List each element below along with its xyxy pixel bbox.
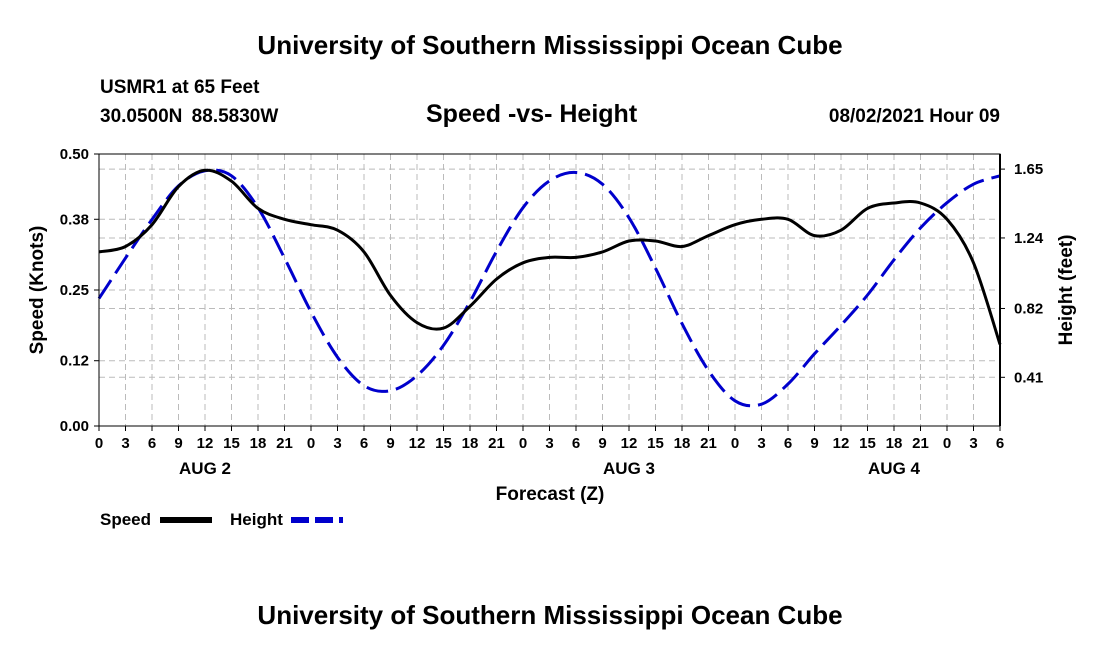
x-tick-label: 18 bbox=[250, 435, 267, 452]
grid bbox=[99, 154, 1000, 426]
series-layer bbox=[97, 168, 1002, 408]
x-tick-label: 0 bbox=[307, 435, 315, 452]
y2-tick-label: 1.24 bbox=[1014, 230, 1044, 247]
legend: Speed Height bbox=[100, 510, 343, 529]
y-tick-label: 0.50 bbox=[60, 146, 89, 163]
day-label: AUG 4 bbox=[868, 459, 921, 478]
y2-tick-label: 1.65 bbox=[1014, 161, 1043, 178]
y-axis-label: Speed (Knots) bbox=[27, 226, 48, 355]
footer-title: University of Southern Mississippi Ocean… bbox=[257, 600, 843, 630]
x-tick-label: 15 bbox=[223, 435, 240, 452]
y2-axis-label: Height (feet) bbox=[1056, 235, 1077, 346]
height-series-line bbox=[97, 168, 1001, 408]
station-label: USMR1 at 65 Feet bbox=[100, 77, 260, 98]
chart-title: Speed -vs- Height bbox=[426, 100, 638, 128]
y-tick-label: 0.12 bbox=[60, 353, 89, 370]
x-tick-label: 12 bbox=[197, 435, 214, 452]
coordinates-label: 30.0500N 88.5830W bbox=[100, 106, 279, 127]
x-tick-label: 21 bbox=[912, 435, 929, 452]
x-tick-label: 0 bbox=[519, 435, 527, 452]
x-axis-label: Forecast (Z) bbox=[496, 484, 605, 505]
x-tick-label: 12 bbox=[833, 435, 850, 452]
y-tick-label: 0.38 bbox=[60, 211, 89, 228]
y2-tick-label: 0.82 bbox=[1014, 300, 1043, 317]
x-tick-label: 6 bbox=[360, 435, 368, 452]
x-tick-label: 15 bbox=[435, 435, 452, 452]
x-tick-label: 21 bbox=[276, 435, 293, 452]
x-tick-label: 3 bbox=[545, 435, 553, 452]
x-tick-label: 12 bbox=[621, 435, 638, 452]
x-tick-label: 6 bbox=[996, 435, 1004, 452]
day-label: AUG 2 bbox=[179, 459, 231, 478]
x-tick-label: 9 bbox=[386, 435, 394, 452]
x-tick-label: 3 bbox=[757, 435, 765, 452]
x-tick-label: 21 bbox=[488, 435, 505, 452]
x-tick-label: 15 bbox=[859, 435, 876, 452]
x-tick-label: 6 bbox=[148, 435, 156, 452]
speed-series-line bbox=[98, 168, 1002, 345]
x-tick-label: 9 bbox=[174, 435, 182, 452]
x-tick-label: 12 bbox=[409, 435, 426, 452]
x-tick-label: 3 bbox=[969, 435, 977, 452]
x-tick-label: 15 bbox=[647, 435, 664, 452]
y2-tick-label: 0.41 bbox=[1014, 369, 1043, 386]
x-tick-label: 6 bbox=[572, 435, 580, 452]
y-tick-label: 0.00 bbox=[60, 418, 89, 435]
x-tick-label: 6 bbox=[784, 435, 792, 452]
y-tick-label: 0.25 bbox=[60, 282, 89, 299]
x-tick-label: 3 bbox=[121, 435, 129, 452]
page-title: University of Southern Mississippi Ocean… bbox=[257, 30, 843, 60]
x-tick-label: 9 bbox=[810, 435, 818, 452]
x-tick-label: 18 bbox=[674, 435, 691, 452]
legend-height-label: Height bbox=[230, 510, 283, 529]
x-tick-label: 9 bbox=[598, 435, 606, 452]
x-tick-label: 18 bbox=[886, 435, 903, 452]
x-tick-label: 0 bbox=[943, 435, 951, 452]
x-tick-label: 0 bbox=[95, 435, 103, 452]
x-tick-label: 0 bbox=[731, 435, 739, 452]
x-tick-label: 21 bbox=[700, 435, 717, 452]
legend-speed-label: Speed bbox=[100, 510, 151, 529]
forecast-datetime: 08/02/2021 Hour 09 bbox=[828, 106, 1000, 127]
ticks: 0 3 6 9 12 15 18 21 0 3 6 9 12 15 18 21 0 3 6 9 12 15 18 21 0 3 6 9… bbox=[60, 146, 1044, 478]
day-label: AUG 3 bbox=[603, 459, 655, 478]
x-tick-label: 3 bbox=[333, 435, 341, 452]
x-tick-label: 18 bbox=[462, 435, 479, 452]
